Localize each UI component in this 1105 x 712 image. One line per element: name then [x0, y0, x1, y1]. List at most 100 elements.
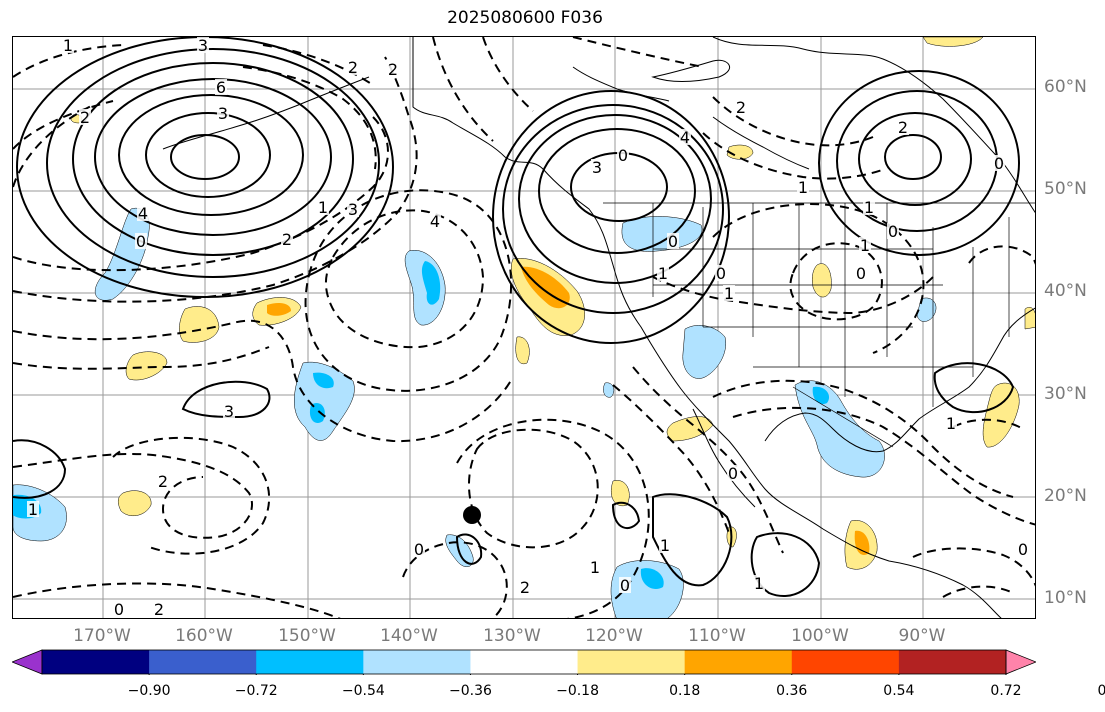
- contour-label: 1: [658, 264, 668, 283]
- colorbar-segment: [42, 650, 150, 674]
- contour-label: 0: [716, 264, 726, 283]
- contour-label-bg: [727, 465, 739, 481]
- contour-label: 4: [680, 128, 690, 147]
- colorbar-segment: [149, 650, 257, 674]
- colorbar-tick-label: 0.72: [990, 683, 1022, 699]
- contour-label: 3: [218, 104, 228, 123]
- lon-label: 90°W: [898, 626, 946, 646]
- contour-label: 1: [946, 414, 956, 433]
- contour-label-bg: [855, 265, 867, 281]
- contour-label-bg: [153, 601, 165, 617]
- contour-label: 2: [388, 60, 398, 79]
- map-title: 2025080600 F036: [447, 8, 603, 28]
- contour-label-bg: [617, 147, 629, 163]
- contour-label-bg: [429, 213, 441, 229]
- contour-label-bg: [135, 233, 147, 249]
- contour-label: 2: [898, 118, 908, 137]
- contour-label: 1: [754, 574, 764, 593]
- contour-label-bg: [217, 105, 229, 121]
- colorbar-segment: [791, 650, 900, 674]
- contour-label-bg: [589, 559, 601, 575]
- lon-label: 100°W: [791, 626, 849, 646]
- shading-strong-negative: [13, 261, 830, 589]
- contour-label: 0: [620, 576, 630, 595]
- colorbar-tick-label: 0.36: [776, 683, 808, 699]
- contour-label-bg: [157, 473, 169, 489]
- colorbar-segment: [363, 650, 471, 674]
- contour-label-bg: [945, 415, 957, 431]
- colorbar-segment: [684, 650, 793, 674]
- state-borders: [603, 202, 1035, 448]
- contour-label-bg: [347, 201, 359, 217]
- contour-label: 2: [158, 472, 168, 491]
- contour-label-bg: [679, 129, 691, 145]
- contour-label: 2: [736, 98, 746, 117]
- colorbar-tick-label: −0.18: [556, 683, 599, 699]
- contours-negative: [13, 37, 1035, 618]
- contour-label-bg: [113, 601, 125, 617]
- colorbar-segment: [470, 650, 579, 674]
- lat-label: 50°N: [1044, 179, 1087, 199]
- contour-label: 0: [994, 154, 1004, 173]
- lon-label: 130°W: [483, 626, 541, 646]
- contour-label-bg: [657, 265, 669, 281]
- lat-label: 60°N: [1044, 77, 1087, 97]
- contour-label-bg: [215, 79, 227, 95]
- colorbar-segment: [256, 650, 364, 674]
- contour-label: 2: [154, 600, 164, 619]
- contour-label-bg: [591, 159, 603, 175]
- coastlines: [162, 37, 1035, 618]
- contour-label: 6: [216, 78, 226, 97]
- contour-label: 0: [1018, 540, 1028, 559]
- lon-label: 140°W: [380, 626, 438, 646]
- contour-label-bg: [413, 541, 425, 557]
- contour-label: 0: [888, 222, 898, 241]
- colorbar-tick-label: −0.54: [341, 683, 385, 699]
- lon-label: 110°W: [688, 626, 746, 646]
- contour-label-bg: [1017, 541, 1029, 557]
- contour-label: 4: [138, 204, 148, 223]
- contour-label-bg: [753, 575, 765, 591]
- colorbar-tick-label: 0.18: [669, 683, 701, 699]
- lat-label: 10°N: [1044, 588, 1087, 608]
- contour-label: 0: [414, 540, 424, 559]
- contour-label-bg: [347, 59, 359, 75]
- contour-label-bg: [619, 577, 631, 593]
- contour-label: 0: [114, 600, 124, 619]
- colorbar-tick-label: −0.72: [234, 683, 278, 699]
- contour-label: 2: [282, 230, 292, 249]
- colorbar-tick-label: −0.90: [127, 683, 171, 699]
- contour-label: 1: [28, 500, 38, 519]
- contour-label: 1: [724, 284, 734, 303]
- contour-label: 2: [348, 58, 358, 77]
- contour-label-bg: [659, 537, 671, 553]
- contour-label: 3: [198, 37, 208, 55]
- contour-label-bg: [797, 179, 809, 195]
- contour-label: 0: [856, 264, 866, 283]
- colorbar-tick-label: 0.90: [1097, 683, 1105, 699]
- contours-positive: [13, 37, 1020, 598]
- contour-label: 2: [520, 578, 530, 597]
- contour-label-bg: [281, 231, 293, 247]
- contour-label-bg: [519, 579, 531, 595]
- contour-label: 1: [860, 236, 870, 255]
- lat-label: 20°N: [1044, 486, 1087, 506]
- contour-label-bg: [197, 37, 209, 53]
- contour-label-bg: [735, 99, 747, 115]
- contour-label-bg: [79, 109, 91, 125]
- contour-label: 0: [668, 232, 678, 251]
- contour-label-bg: [863, 199, 875, 215]
- contour-label: 1: [590, 558, 600, 577]
- contour-label: 0: [618, 146, 628, 165]
- colorbar-tick-label: 0.54: [883, 683, 915, 699]
- contour-label-bg: [137, 205, 149, 221]
- lon-label: 150°W: [278, 626, 336, 646]
- contour-label: 3: [348, 200, 358, 219]
- lat-label: 40°N: [1044, 281, 1087, 301]
- lon-label: 120°W: [585, 626, 643, 646]
- contour-label: 1: [660, 536, 670, 555]
- colorbar-segment: [577, 650, 686, 674]
- graticule: [13, 37, 1035, 618]
